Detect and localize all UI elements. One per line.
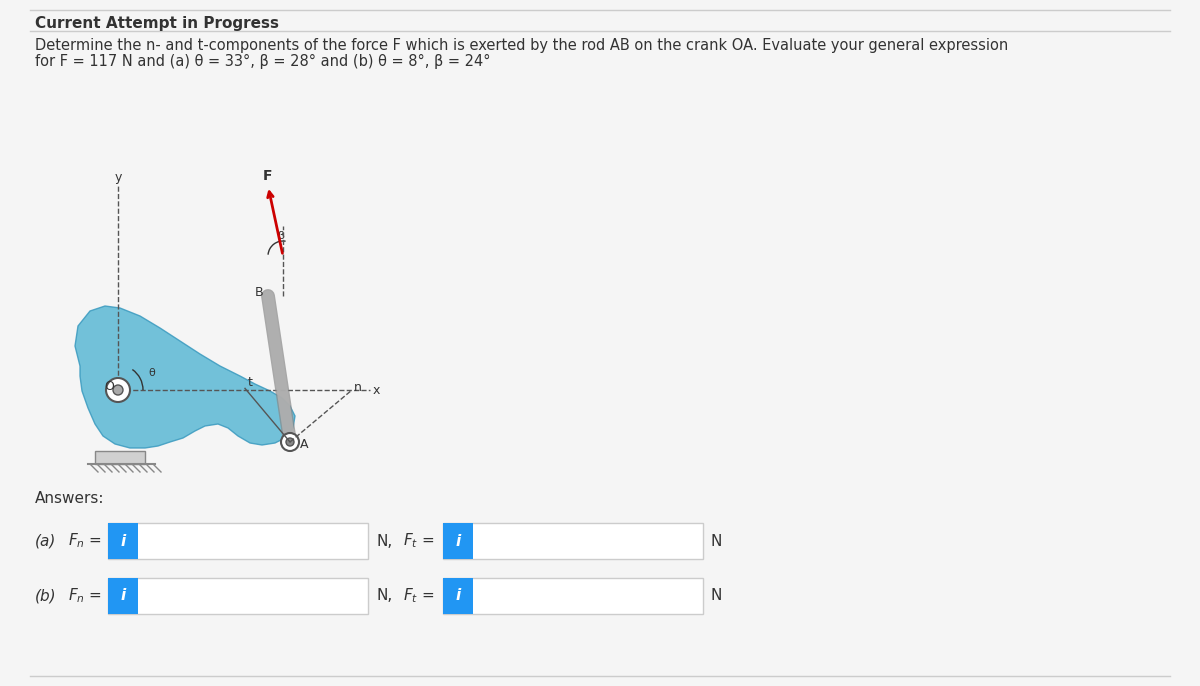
- Text: i: i: [120, 589, 126, 604]
- Bar: [108, 578, 138, 614]
- Text: y: y: [114, 171, 121, 184]
- FancyBboxPatch shape: [108, 523, 368, 559]
- Text: i: i: [455, 589, 461, 604]
- Text: i: i: [120, 534, 126, 549]
- Text: Current Attempt in Progress: Current Attempt in Progress: [35, 16, 278, 31]
- FancyBboxPatch shape: [443, 523, 703, 559]
- Text: N: N: [710, 589, 722, 604]
- Text: N,: N,: [376, 589, 392, 604]
- Text: n: n: [354, 381, 362, 394]
- Text: Determine the n- and t-components of the force F which is exerted by the rod AB : Determine the n- and t-components of the…: [35, 38, 1008, 53]
- Text: t: t: [248, 377, 253, 390]
- Bar: [95, 451, 145, 464]
- Text: A: A: [300, 438, 308, 451]
- FancyBboxPatch shape: [443, 578, 703, 614]
- Bar: [108, 523, 138, 559]
- Bar: [443, 578, 473, 614]
- Text: x: x: [373, 383, 380, 397]
- Text: B: B: [256, 287, 264, 300]
- Text: N: N: [710, 534, 722, 549]
- Text: β: β: [278, 231, 286, 241]
- Text: O: O: [104, 381, 114, 394]
- Text: F: F: [263, 169, 272, 183]
- Text: (a): (a): [35, 534, 56, 549]
- Bar: [443, 523, 473, 559]
- Text: θ: θ: [148, 368, 155, 378]
- FancyBboxPatch shape: [108, 578, 368, 614]
- Circle shape: [281, 433, 299, 451]
- Text: $F_t$ =: $F_t$ =: [403, 587, 434, 605]
- Text: $F_t$ =: $F_t$ =: [403, 532, 434, 550]
- Text: i: i: [455, 534, 461, 549]
- Circle shape: [286, 438, 294, 446]
- Text: for F = 117 N and (a) θ = 33°, β = 28° and (b) θ = 8°, β = 24°: for F = 117 N and (a) θ = 33°, β = 28° a…: [35, 54, 491, 69]
- PathPatch shape: [74, 306, 295, 448]
- Text: $F_n$ =: $F_n$ =: [68, 532, 102, 550]
- Text: N,: N,: [376, 534, 392, 549]
- Text: $F_n$ =: $F_n$ =: [68, 587, 102, 605]
- Circle shape: [106, 378, 130, 402]
- Circle shape: [113, 385, 124, 395]
- Text: (b): (b): [35, 589, 56, 604]
- Text: Answers:: Answers:: [35, 491, 104, 506]
